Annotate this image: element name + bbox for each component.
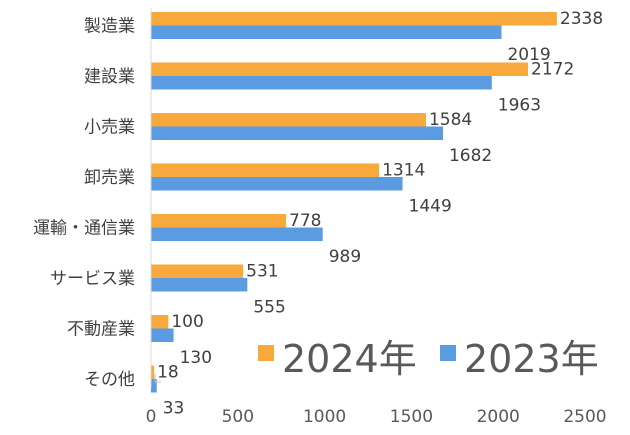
data-label: 33 xyxy=(163,399,185,419)
bar-series-2 xyxy=(151,227,323,241)
bar-series-2 xyxy=(151,25,502,39)
x-tick-label: 500 xyxy=(222,407,254,427)
category-label: サービス業 xyxy=(50,269,135,289)
category-label: その他 xyxy=(84,370,135,390)
x-tick-label: 2000 xyxy=(477,407,520,427)
bar-series-1 xyxy=(151,264,244,278)
data-label: 1682 xyxy=(449,146,492,166)
bar-series-2 xyxy=(151,177,403,191)
category-label: 製造業 xyxy=(84,17,135,37)
data-label: 100 xyxy=(171,312,203,332)
bar-series-2 xyxy=(151,328,174,342)
data-label: 2172 xyxy=(531,60,574,80)
bar-series-2 xyxy=(151,76,492,90)
bar-series-1 xyxy=(151,315,169,329)
x-tick-label: 2500 xyxy=(563,407,606,427)
data-label: 1963 xyxy=(498,96,541,116)
category-label: 不動産業 xyxy=(67,320,135,340)
data-label: 2019 xyxy=(507,45,550,65)
data-label: 1584 xyxy=(429,110,472,130)
leader-line xyxy=(154,374,161,383)
bar-series-2 xyxy=(151,278,248,292)
x-tick-label: 1000 xyxy=(303,407,346,427)
data-label: 2338 xyxy=(560,9,603,29)
x-axis: 0 500 1000 1500 2000 2500 xyxy=(146,8,607,427)
data-label: 989 xyxy=(329,247,361,267)
category-label: 建設業 xyxy=(84,67,135,87)
data-label: 18 xyxy=(157,363,179,383)
bar-series-1 xyxy=(151,365,155,379)
category-label: 運輸・通信業 xyxy=(33,219,135,239)
bar-series-2 xyxy=(151,126,443,140)
legend: 2024年 2023年 xyxy=(258,337,599,381)
data-label: 531 xyxy=(246,262,278,282)
legend-label: 2023年 xyxy=(464,337,599,381)
bar-series-1 xyxy=(151,12,557,26)
category-label: 卸売業 xyxy=(84,168,135,188)
x-tick-label: 0 xyxy=(146,407,157,427)
bar-series-1 xyxy=(151,214,287,228)
bar-series-1 xyxy=(151,62,529,76)
data-label: 1314 xyxy=(382,161,425,181)
category-label: 小売業 xyxy=(84,118,135,138)
bar-series-2 xyxy=(151,379,157,393)
data-label: 778 xyxy=(289,211,321,231)
data-label: 130 xyxy=(180,348,212,368)
legend-swatch xyxy=(258,345,274,361)
bar-series-1 xyxy=(151,163,380,177)
bar-series-1 xyxy=(151,113,426,127)
x-tick-label: 1500 xyxy=(390,407,433,427)
legend-swatch xyxy=(440,345,456,361)
data-label: 1449 xyxy=(409,197,452,217)
legend-label: 2024年 xyxy=(282,337,417,381)
data-label: 555 xyxy=(253,298,285,318)
